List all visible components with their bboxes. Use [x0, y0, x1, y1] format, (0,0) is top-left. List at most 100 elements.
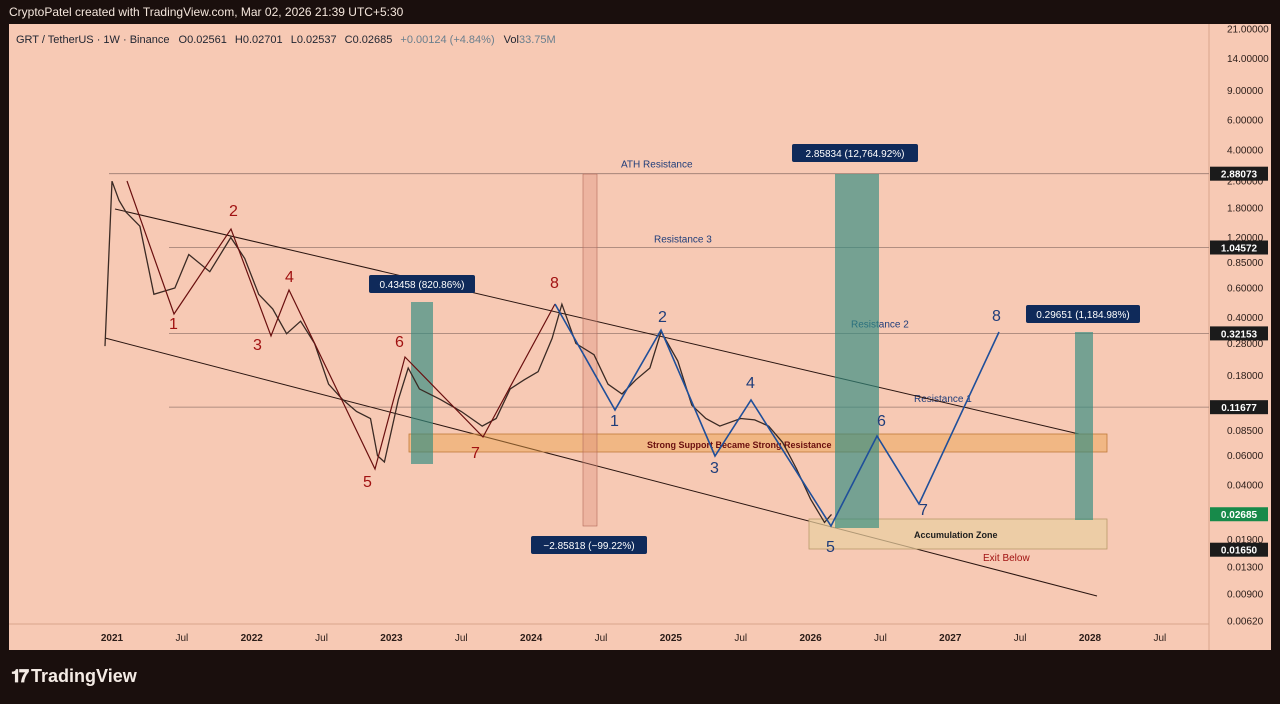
price-label-box: [1210, 542, 1268, 557]
price-label-box: [1210, 240, 1268, 255]
drawdown-box: [582, 173, 598, 527]
measure-box-2023: [411, 302, 433, 464]
x-tick-label: 2028: [1079, 633, 1102, 644]
red-wave-label-4: 4: [285, 269, 294, 286]
credit-text: CryptoPatel created with TradingView.com…: [9, 5, 404, 19]
chart-panel[interactable]: GRT / TetherUS · 1W · Binance O0.02561 H…: [9, 24, 1271, 650]
price-label: 2.88073: [1221, 170, 1258, 181]
measure-box-2028: [1075, 332, 1093, 520]
resistance-label: Resistance 3: [654, 234, 712, 245]
red-wave-path: [126, 180, 556, 471]
x-tick-label: 2021: [101, 633, 124, 644]
red-wave-label-7: 7: [471, 445, 480, 462]
close-value: 0.02685: [353, 34, 393, 46]
price-label-box: [1210, 326, 1268, 341]
red-wave-label-2: 2: [229, 203, 238, 220]
measure-label-4: −2.85818 (−99.22%): [543, 541, 634, 552]
y-tick-label: 0.08500: [1227, 426, 1264, 437]
price-label-box: [1210, 400, 1268, 415]
y-tick-label: 0.28000: [1227, 339, 1264, 350]
channel-lower-line: [104, 337, 1098, 597]
y-tick-label: 4.00000: [1227, 145, 1264, 156]
price-label-box: [1210, 507, 1268, 522]
price-label-box: [1210, 166, 1268, 181]
x-tick-label: 2026: [799, 633, 822, 644]
y-tick-label: 14.00000: [1227, 54, 1269, 65]
resistance-label: ATH Resistance: [621, 160, 693, 171]
y-tick-label: 9.00000: [1227, 86, 1264, 97]
x-tick-label: Jul: [595, 633, 608, 644]
y-tick-label: 0.60000: [1227, 283, 1264, 294]
measure-label-box-2: [792, 144, 918, 162]
support-resistance-label: Strong Support Became Strong Resistance: [647, 440, 832, 450]
measure-label-box-4: [531, 536, 647, 554]
blue-wave-label-6: 6: [877, 413, 886, 430]
measure-label-3: 0.29651 (1,184.98%): [1036, 310, 1129, 321]
red-wave-label-8: 8: [550, 275, 559, 292]
support-resistance-zone: [408, 433, 1108, 453]
x-tick-label: Jul: [175, 633, 188, 644]
red-wave-label-5: 5: [363, 474, 372, 491]
red-wave-label-1: 1: [169, 316, 178, 333]
y-tick-label: 0.06000: [1227, 451, 1264, 462]
volume-value: 33.75M: [519, 34, 556, 46]
blue-wave-path: [554, 303, 1000, 528]
y-tick-label: 21.00000: [1227, 25, 1269, 36]
y-tick-label: 6.00000: [1227, 116, 1264, 127]
measure-label-1: 0.43458 (820.86%): [379, 280, 464, 291]
resistance-label: Resistance 1: [914, 394, 972, 405]
y-tick-label: 1.80000: [1227, 203, 1264, 214]
blue-wave-label-7: 7: [919, 502, 928, 519]
y-tick-label: 0.85000: [1227, 258, 1264, 269]
blue-wave-label-8: 8: [992, 308, 1001, 325]
x-tick-label: 2023: [380, 633, 403, 644]
tradingview-logo[interactable]: 𝟏𝟕 TradingView: [11, 666, 137, 687]
footer-bar: [0, 650, 1280, 704]
change-value: +0.00124 (+4.84%): [400, 34, 494, 46]
price-label: 0.32153: [1221, 329, 1258, 340]
price-line: [104, 180, 832, 524]
low-value: 0.02537: [297, 34, 337, 46]
measure-box-2026: [835, 174, 879, 528]
x-tick-label: Jul: [734, 633, 747, 644]
y-tick-label: 0.00900: [1227, 589, 1264, 600]
x-tick-label: Jul: [315, 633, 328, 644]
symbol-info: GRT / TetherUS · 1W · Binance O0.02561 H…: [16, 34, 556, 46]
x-tick-label: 2022: [241, 633, 264, 644]
blue-wave-label-4: 4: [746, 375, 755, 392]
blue-wave-label-1: 1: [610, 413, 619, 430]
blue-wave-label-2: 2: [658, 309, 667, 326]
symbol-pair: GRT / TetherUS · 1W · Binance: [16, 34, 169, 46]
y-tick-label: 0.01900: [1227, 535, 1264, 546]
blue-wave-label-3: 3: [710, 460, 719, 477]
red-wave-label-3: 3: [253, 337, 262, 354]
y-tick-label: 2.60000: [1227, 177, 1264, 188]
high-value: 0.02701: [243, 34, 283, 46]
y-tick-label: 0.00620: [1227, 617, 1264, 628]
tradingview-logo-text: TradingView: [31, 666, 137, 686]
x-tick-label: Jul: [874, 633, 887, 644]
measure-label-box-3: [1026, 305, 1140, 323]
y-tick-label: 1.20000: [1227, 233, 1264, 244]
x-tick-label: 2027: [939, 633, 962, 644]
measure-label-2: 2.85834 (12,764.92%): [806, 149, 905, 160]
x-tick-label: Jul: [1014, 633, 1027, 644]
y-tick-label: 0.04000: [1227, 481, 1264, 492]
blue-wave-label-5: 5: [826, 539, 835, 556]
exit-below-label: Exit Below: [983, 553, 1030, 564]
red-wave-label-6: 6: [395, 334, 404, 351]
price-label: 0.11677: [1221, 403, 1257, 414]
price-label: 0.01650: [1221, 546, 1258, 557]
tradingview-logo-icon: 𝟏𝟕: [11, 666, 29, 686]
x-tick-label: 2025: [660, 633, 683, 644]
price-label: 0.02685: [1221, 510, 1258, 521]
y-tick-label: 0.01300: [1227, 563, 1264, 574]
accumulation-zone-label: Accumulation Zone: [914, 530, 998, 540]
price-label: 1.04572: [1221, 243, 1258, 254]
x-tick-label: 2024: [520, 633, 543, 644]
x-tick-label: Jul: [1153, 633, 1166, 644]
accumulation-zone: [808, 518, 1108, 550]
resistance-label: Resistance 2: [851, 319, 909, 330]
chart-svg[interactable]: GRT / TetherUS · 1W · Binance O0.02561 H…: [9, 24, 1271, 650]
y-tick-label: 0.18000: [1227, 371, 1264, 382]
